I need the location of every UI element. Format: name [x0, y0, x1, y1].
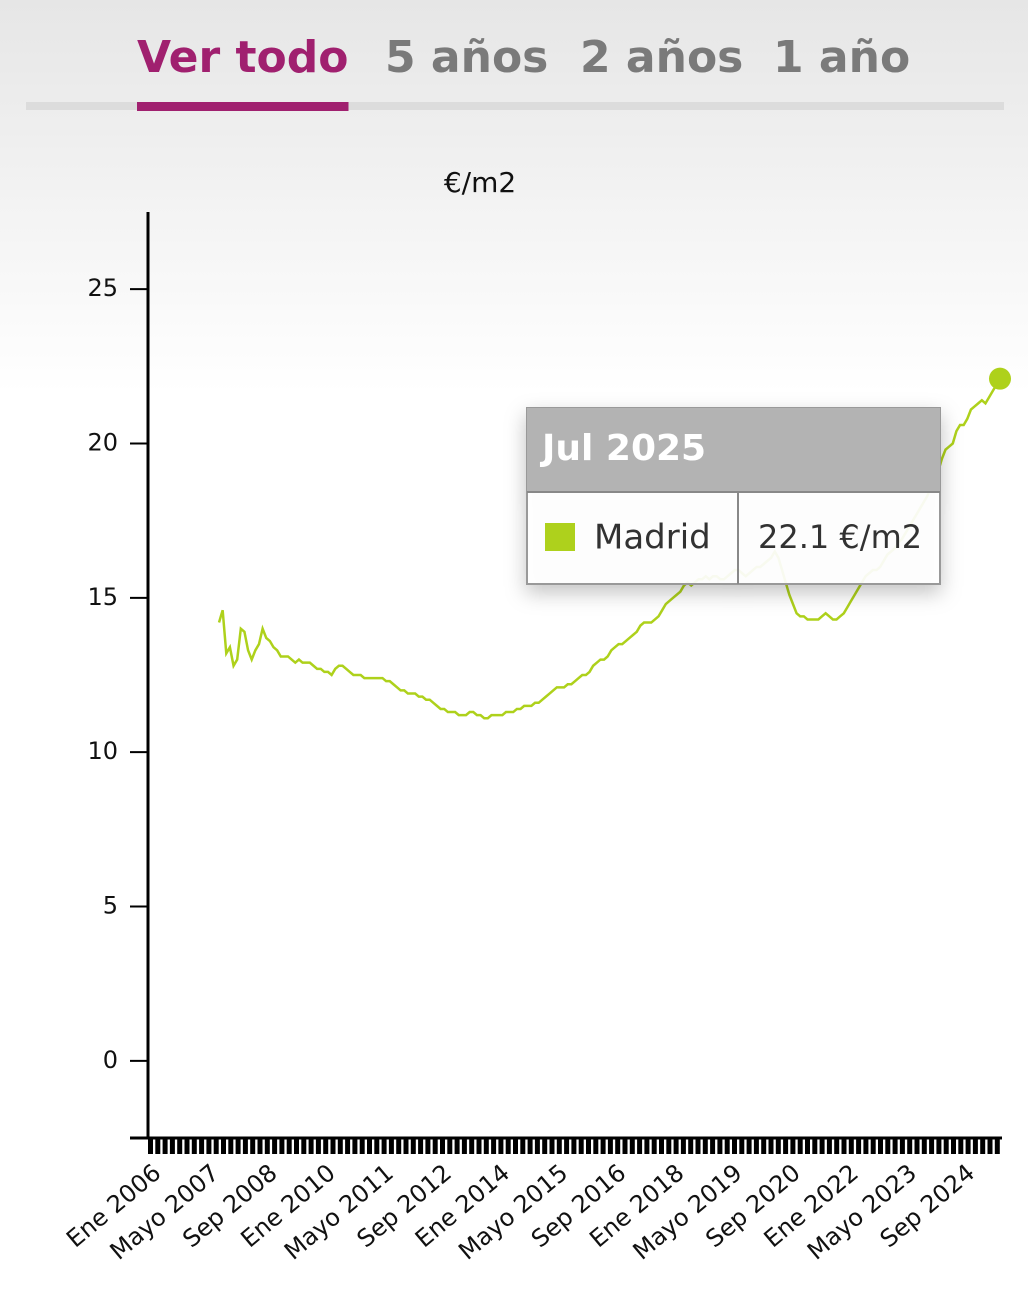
tooltip-swatch	[545, 523, 575, 551]
y-axis-label: €/m2	[444, 166, 516, 199]
tooltip-title: Jul 2025	[539, 428, 706, 469]
tab-indicator	[137, 102, 349, 111]
y-tick-label: 10	[87, 737, 118, 765]
tab-track	[26, 102, 1004, 110]
y-tick-label: 0	[103, 1046, 118, 1074]
tab[interactable]: 2 años	[580, 32, 743, 83]
y-tick-label: 25	[87, 274, 118, 302]
y-tick-label: 5	[103, 892, 118, 920]
last-point	[989, 367, 1011, 390]
tab[interactable]: 1 año	[773, 32, 910, 83]
tab[interactable]: 5 años	[385, 32, 548, 83]
y-tick-label: 15	[87, 583, 118, 611]
y-tick-label: 20	[87, 429, 118, 457]
tooltip-header	[527, 408, 940, 492]
tooltip-series: Madrid	[594, 518, 711, 558]
tab[interactable]: Ver todo	[137, 32, 349, 83]
tooltip-value: 22.1 €/m2	[758, 518, 922, 556]
